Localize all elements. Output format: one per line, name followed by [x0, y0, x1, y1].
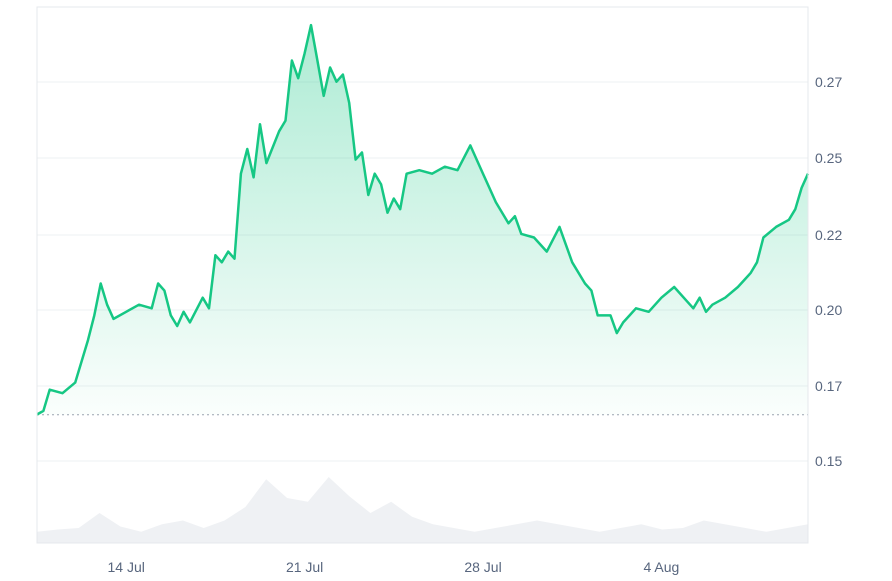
y-tick-label: 0.20 — [815, 302, 842, 318]
price-area-fill — [37, 25, 808, 415]
x-tick-label: 4 Aug — [644, 559, 680, 575]
price-line — [36, 23, 810, 416]
y-tick-label: 0.25 — [815, 150, 842, 166]
y-tick-label: 0.27 — [815, 74, 842, 90]
x-tick-label: 21 Jul — [286, 559, 323, 575]
x-tick-label: 14 Jul — [108, 559, 145, 575]
y-tick-label: 0.15 — [815, 453, 842, 469]
x-axis: 14 Jul 21 Jul 28 Jul 4 Aug — [108, 559, 680, 575]
x-tick-label: 28 Jul — [464, 559, 501, 575]
y-tick-label: 0.22 — [815, 227, 842, 243]
volume-area — [37, 477, 808, 543]
y-tick-label: 0.17 — [815, 378, 842, 394]
y-axis: 0.15 0.17 0.20 0.22 0.25 0.27 — [815, 74, 842, 469]
plot-frame — [36, 6, 809, 544]
